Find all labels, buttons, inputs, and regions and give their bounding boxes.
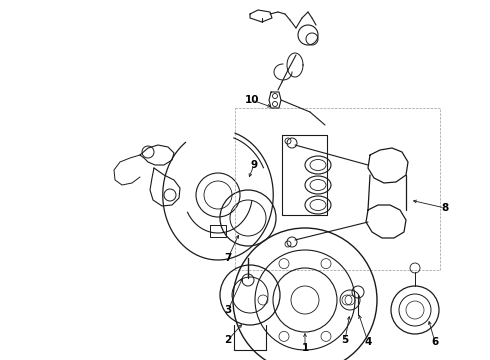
Text: 1: 1 xyxy=(301,343,309,353)
Text: 7: 7 xyxy=(224,253,232,263)
Text: 10: 10 xyxy=(245,95,259,105)
Text: 9: 9 xyxy=(250,160,258,170)
Text: 3: 3 xyxy=(224,305,232,315)
Text: 5: 5 xyxy=(342,335,348,345)
Text: 2: 2 xyxy=(224,335,232,345)
Text: 8: 8 xyxy=(441,203,449,213)
Text: 6: 6 xyxy=(431,337,439,347)
Text: 4: 4 xyxy=(364,337,372,347)
